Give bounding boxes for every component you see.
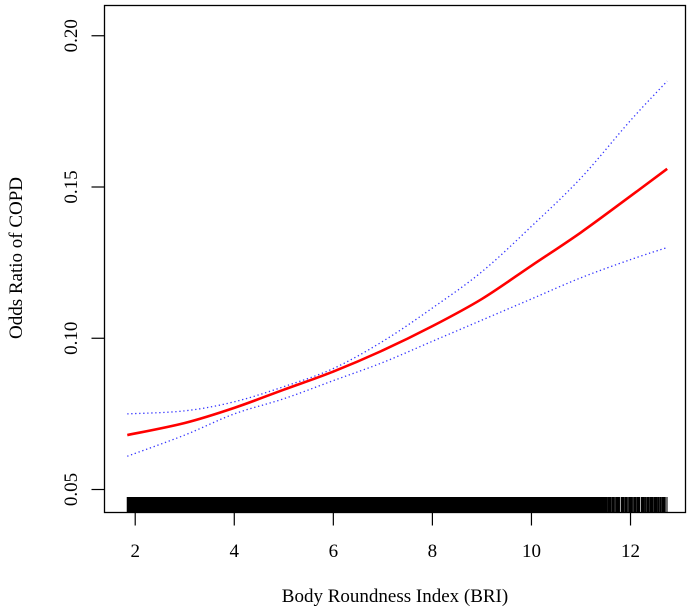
x-axis-label: Body Roundness Index (BRI) bbox=[282, 586, 508, 607]
x-tick-label: 8 bbox=[428, 541, 438, 562]
y-axis: 0.05 0.10 0.15 0.20 bbox=[61, 19, 105, 506]
y-tick-label: 0.15 bbox=[61, 170, 82, 203]
x-tick-label: 6 bbox=[329, 541, 339, 562]
x-tick-label: 12 bbox=[621, 541, 640, 562]
series-line-lower-95-ci bbox=[127, 246, 668, 457]
rug bbox=[126, 497, 668, 513]
series-group bbox=[127, 80, 668, 457]
y-tick-label: 0.05 bbox=[61, 473, 82, 506]
y-tick-label: 0.20 bbox=[61, 19, 82, 52]
y-axis-label: Odds Ratio of COPD bbox=[6, 177, 27, 339]
x-tick-label: 4 bbox=[230, 541, 240, 562]
x-tick-label: 2 bbox=[130, 541, 140, 562]
series-line-upper-95-ci bbox=[127, 80, 668, 415]
x-tick-label: 10 bbox=[522, 541, 541, 562]
series-line-odds-ratio bbox=[127, 167, 668, 437]
y-tick-label: 0.10 bbox=[61, 322, 82, 355]
plot-frame bbox=[103, 4, 687, 514]
x-axis: 2 4 6 8 10 12 bbox=[130, 512, 640, 562]
